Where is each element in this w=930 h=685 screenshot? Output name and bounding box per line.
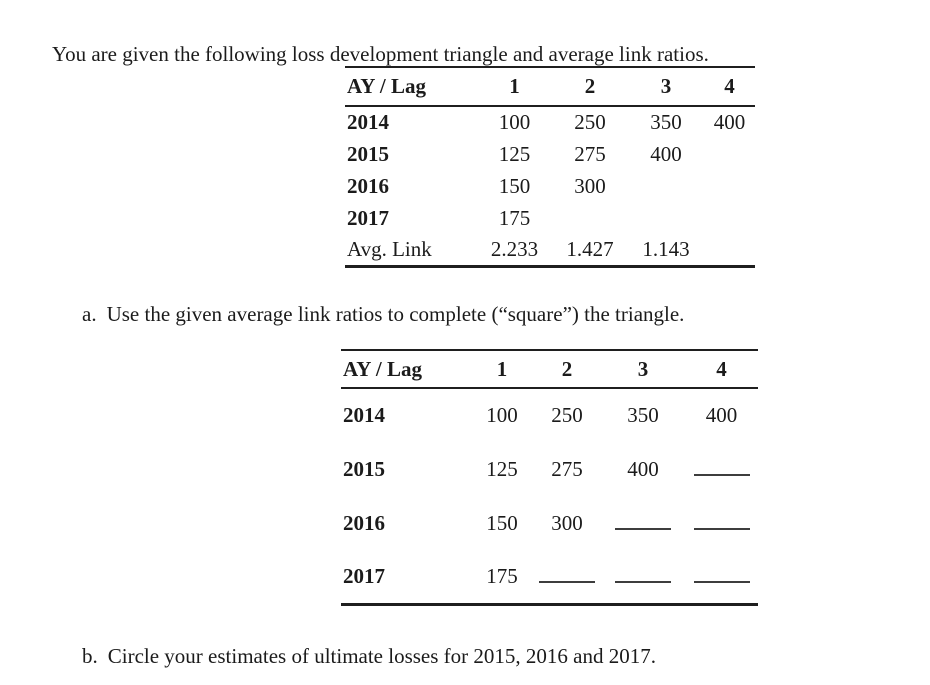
loss-development-table: AY / Lag 1 2 3 4 2014 100 250 350 400 2015 125 275 4… bbox=[345, 66, 755, 268]
intro-text: You are given the following loss develop… bbox=[52, 42, 709, 66]
value-cell: 175 bbox=[498, 205, 531, 230]
empty-cell bbox=[704, 138, 755, 170]
blank-cell bbox=[685, 550, 758, 604]
lag-column-header: 1 bbox=[471, 350, 533, 389]
value-cell: 100 bbox=[498, 110, 531, 134]
lag-column-header: 4 bbox=[704, 67, 755, 107]
table-row: 2017 175 bbox=[341, 550, 758, 604]
value-cell: 350 bbox=[650, 110, 682, 134]
value-cell: 275 bbox=[574, 141, 606, 166]
value-cell: 150 bbox=[498, 173, 531, 198]
row-label: 2017 bbox=[347, 205, 389, 230]
row-label: 2014 bbox=[343, 403, 385, 427]
empty-cell bbox=[552, 202, 628, 234]
lag-column-header: 2 bbox=[533, 350, 601, 389]
blank-cell bbox=[601, 496, 685, 550]
row-label: 2015 bbox=[347, 141, 389, 166]
squared-triangle-table: AY / Lag 1 2 3 4 2014 100 250 350 400 2015 125 275 4… bbox=[341, 349, 758, 606]
blank-cell bbox=[533, 550, 601, 604]
table-header: AY / Lag 1 2 3 4 bbox=[345, 67, 755, 107]
blank-line bbox=[693, 568, 750, 583]
row-label: 2017 bbox=[343, 563, 385, 588]
value-cell: 1.143 bbox=[642, 236, 690, 261]
row-label: 2016 bbox=[343, 510, 385, 535]
part-a-text: Use the given average link ratios to com… bbox=[106, 302, 685, 326]
value-cell: 1.427 bbox=[566, 236, 614, 261]
row-label-header: AY / Lag bbox=[345, 67, 477, 107]
empty-cell bbox=[628, 170, 704, 202]
row-label: Avg. Link bbox=[347, 236, 432, 261]
value-cell: 275 bbox=[551, 456, 583, 481]
table-row: 2014 100 250 350 400 bbox=[345, 106, 755, 138]
empty-cell bbox=[704, 234, 755, 266]
part-b: b. Circle your estimates of ultimate loss… bbox=[82, 643, 656, 669]
blank-line bbox=[539, 568, 595, 583]
value-cell: 2.233 bbox=[490, 236, 539, 261]
value-cell: 100 bbox=[486, 403, 518, 427]
table-body: 2014 100 250 350 400 2015 125 275 400 2016 150 300 2… bbox=[345, 106, 755, 266]
blank-cell bbox=[685, 442, 758, 496]
value-cell: 300 bbox=[551, 510, 583, 535]
table-row: 2014 100 250 350 400 bbox=[341, 388, 758, 442]
table-row: 2015 125 275 400 bbox=[341, 442, 758, 496]
empty-cell bbox=[704, 202, 755, 234]
table-row: 2016 150 300 bbox=[345, 170, 755, 202]
blank-line bbox=[693, 515, 750, 530]
table-row: 2016 150 300 bbox=[341, 496, 758, 550]
value-cell: 400 bbox=[713, 110, 746, 134]
blank-line bbox=[693, 461, 750, 476]
row-label: 2016 bbox=[347, 173, 389, 198]
value-cell: 125 bbox=[486, 456, 518, 481]
part-b-marker: b. bbox=[82, 644, 98, 668]
table-header: AY / Lag 1 2 3 4 bbox=[341, 350, 758, 389]
table-row: 2017 175 bbox=[345, 202, 755, 234]
value-cell: 300 bbox=[574, 173, 606, 198]
lag-column-header: 2 bbox=[552, 67, 628, 107]
row-label: 2014 bbox=[347, 110, 389, 134]
part-b-text: Circle your estimates of ultimate losses… bbox=[107, 644, 656, 668]
value-cell: 150 bbox=[486, 510, 518, 535]
lag-column-header: 3 bbox=[601, 350, 685, 389]
value-cell: 400 bbox=[650, 141, 682, 166]
blank-cell bbox=[685, 496, 758, 550]
table-row: Avg. Link 2.233 1.427 1.143 bbox=[345, 234, 755, 266]
lag-column-header: 3 bbox=[628, 67, 704, 107]
lag-column-header: 1 bbox=[477, 67, 552, 107]
row-label: 2015 bbox=[343, 456, 385, 481]
lag-column-header: 4 bbox=[685, 350, 758, 389]
part-a-marker: a. bbox=[82, 302, 97, 326]
table-body: 2014 100 250 350 400 2015 125 275 400 2016 150 300 2… bbox=[341, 388, 758, 604]
value-cell: 250 bbox=[551, 403, 583, 427]
blank-line bbox=[615, 568, 671, 583]
loss-development-table-grid: AY / Lag 1 2 3 4 2014 100 250 350 400 2015 125 275 4… bbox=[345, 66, 755, 268]
squared-triangle-table-grid: AY / Lag 1 2 3 4 2014 100 250 350 400 2015 125 275 4… bbox=[341, 349, 758, 606]
blank-line bbox=[615, 515, 671, 530]
table-row: 2015 125 275 400 bbox=[345, 138, 755, 170]
value-cell: 350 bbox=[627, 403, 659, 427]
value-cell: 400 bbox=[627, 456, 659, 481]
value-cell: 125 bbox=[498, 141, 531, 166]
value-cell: 175 bbox=[486, 563, 518, 588]
part-a: a. Use the given average link ratios to c… bbox=[82, 301, 684, 327]
row-label-header: AY / Lag bbox=[341, 350, 471, 389]
value-cell: 250 bbox=[574, 110, 606, 134]
blank-cell bbox=[601, 550, 685, 604]
empty-cell bbox=[704, 170, 755, 202]
empty-cell bbox=[628, 202, 704, 234]
value-cell: 400 bbox=[705, 403, 738, 427]
